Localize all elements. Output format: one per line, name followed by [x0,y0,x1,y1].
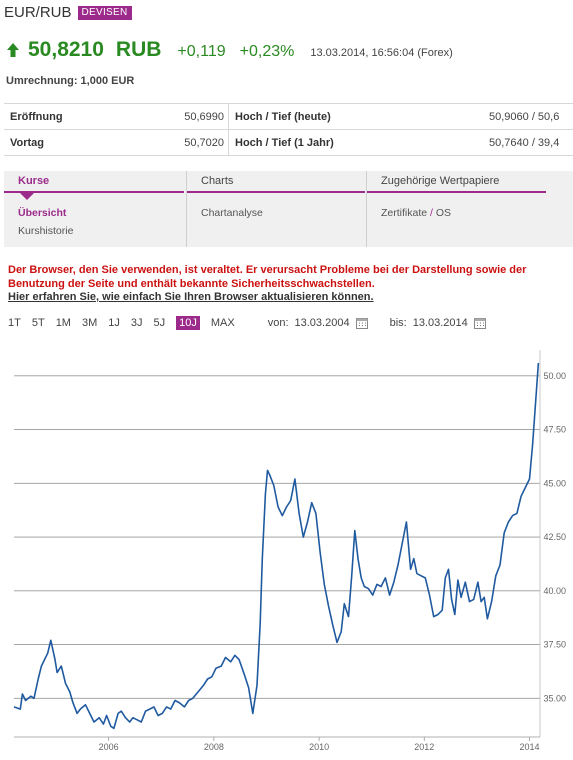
page-title: EUR/RUB [4,4,72,21]
price-series-line [13,362,540,730]
open-value: 50,6990 [164,104,229,129]
year-high-low-value: 50,7640 / 39,4 [489,136,560,149]
from-date-label: von: [267,317,289,329]
tab-related-securities[interactable]: Zugehörige Wertpapiere [367,171,546,193]
range-3j[interactable]: 3J [130,317,143,329]
header: EUR/RUB DEVISEN [4,4,132,21]
y-tick-label: 35.00 [543,693,566,703]
x-tick-label: 2010 [309,742,329,752]
browser-warning: Der Browser, den Sie verwenden, ist vera… [8,264,528,305]
x-tick-label: 2012 [414,742,434,752]
to-date-input[interactable]: 13.03.2014 [412,317,468,329]
range-3m[interactable]: 3M [81,317,98,329]
nav-column-wertpapiere: Zugehörige Wertpapiere Zertifikate / OS [366,171,546,247]
active-tab-indicator [20,193,34,200]
calendar-icon[interactable] [355,317,368,329]
nav-links-derivatives: Zertifikate / OS [367,204,546,222]
day-high-low-value: 50,9060 / 50,6 [489,110,560,123]
nav-column-charts: Charts Chartanalyse [186,171,365,247]
to-date-label: bis: [389,317,407,329]
range-5j[interactable]: 5J [153,317,166,329]
quote-row: 50,8210 RUB +0,119 +0,23% 13.03.2014, 16… [6,38,453,62]
x-tick-label: 2006 [99,742,119,752]
day-high-low-label: Hoch / Tief (heute) [235,110,331,123]
y-tick-label: 47.50 [543,425,566,435]
nav-link-kurshistorie[interactable]: Kurshistorie [18,225,74,237]
price-change: +0,119 [177,43,226,60]
range-selector: 1T 5T 1M 3M 1J 3J 5J 10J MAX von: 13.03.… [8,316,486,330]
range-1j[interactable]: 1J [108,317,120,329]
range-10j[interactable]: 10J [176,316,200,330]
link-separator: / [430,207,433,219]
nav-link-os[interactable]: OS [435,207,452,219]
nav-link-uebersicht[interactable]: Übersicht [18,207,67,219]
last-price: 50,8210 [28,38,104,61]
x-tick-label: 2008 [204,742,224,752]
price-chart[interactable]: 35.00 37.50 40.00 42.50 45.00 47.50 50.00 2006 2… [0,350,573,760]
price-change-percent: +0,23% [239,43,295,60]
calendar-icon[interactable] [473,317,486,329]
nav-column-kurse: Kurse Übersicht Kurshistorie [4,171,184,247]
x-tick-label: 2014 [519,742,539,752]
previous-close-label: Vortag [10,136,45,149]
table-row: Eröffnung 50,6990 Hoch / Tief (heute) 50… [4,104,573,130]
tab-kurse[interactable]: Kurse [4,171,184,193]
tab-charts[interactable]: Charts [187,171,365,193]
range-max[interactable]: MAX [210,317,235,329]
asset-class-badge: DEVISEN [77,5,132,20]
quote-timestamp: 13.03.2014, 16:56:04 (Forex) [310,47,453,59]
previous-close-value: 50,7020 [164,130,229,155]
y-tick-label: 50.00 [543,371,566,381]
table-row: Vortag 50,7020 Hoch / Tief (1 Jahr) 50,7… [4,130,573,156]
y-tick-label: 45.00 [543,478,566,488]
conversion-info: Umrechnung: 1,000 EUR [6,75,135,87]
arrow-up-icon [7,43,19,57]
section-navigation: Kurse Übersicht Kurshistorie Charts Char… [4,171,573,247]
nav-link-chartanalyse[interactable]: Chartanalyse [201,207,263,219]
browser-update-link[interactable]: Hier erfahren Sie, wie einfach Sie Ihren… [8,291,374,303]
y-tick-label: 37.50 [543,640,566,650]
from-date-input[interactable]: 13.03.2004 [294,317,350,329]
range-1t[interactable]: 1T [8,317,21,329]
quote-details-table: Eröffnung 50,6990 Hoch / Tief (heute) 50… [4,103,573,156]
range-1m[interactable]: 1M [55,317,71,329]
range-5t[interactable]: 5T [31,317,45,329]
price-currency: RUB [115,38,162,61]
browser-warning-text: Der Browser, den Sie verwenden, ist vera… [8,264,527,290]
year-high-low-label: Hoch / Tief (1 Jahr) [235,136,334,149]
y-tick-label: 42.50 [543,532,566,542]
y-tick-label: 40.00 [543,586,566,596]
open-label: Eröffnung [10,110,63,123]
nav-link-zertifikate[interactable]: Zertifikate [381,207,428,219]
